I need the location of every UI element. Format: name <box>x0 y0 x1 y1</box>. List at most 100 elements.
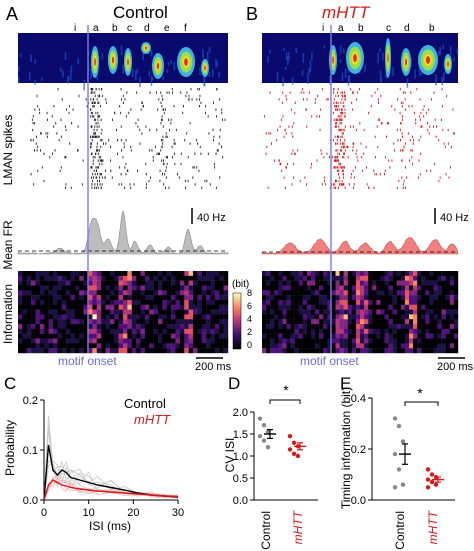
heatmap-cell <box>417 343 422 349</box>
heatmap-cell <box>413 275 418 281</box>
heatmap-cell <box>53 324 58 330</box>
spike-tick <box>337 88 339 91</box>
spike-tick <box>319 128 321 132</box>
spike-tick <box>418 159 420 162</box>
spike-tick <box>334 183 336 186</box>
heatmap-cell <box>441 304 446 310</box>
heatmap-cell <box>61 304 67 310</box>
heatmap-cell <box>355 275 361 281</box>
heatmap-cell <box>429 324 434 330</box>
heatmap-cell <box>26 324 32 330</box>
spike-tick <box>130 186 132 189</box>
heatmap-cell <box>449 333 455 339</box>
heatmap-cell <box>179 338 185 344</box>
heatmap-cell <box>355 299 361 305</box>
heatmap-cell <box>425 295 430 301</box>
heatmap-cell <box>355 338 361 344</box>
spike-tick <box>174 162 176 166</box>
heatmap-cell <box>396 304 402 310</box>
information-heatmap-mhtt <box>262 271 459 354</box>
heatmap-cell <box>306 304 312 310</box>
heatmap-cell <box>404 295 410 301</box>
heatmap-cell <box>262 295 267 301</box>
heatmap-cell <box>35 271 41 277</box>
heatmap-cell <box>48 324 54 330</box>
spike-tick <box>377 118 379 121</box>
heatmap-cell <box>197 314 202 320</box>
spike-tick <box>336 169 338 172</box>
spike-tick <box>359 88 360 91</box>
heatmap-cell <box>149 328 154 334</box>
heatmap-cell <box>445 348 451 354</box>
heatmap-cell <box>127 328 132 334</box>
spike-tick <box>161 118 163 121</box>
heatmap-cell <box>101 290 106 296</box>
heatmap-cell <box>101 295 106 301</box>
heatmap-cell <box>351 314 357 320</box>
heatmap-cell <box>101 328 106 334</box>
spectrogram-control <box>18 33 228 91</box>
spike-tick <box>341 179 343 183</box>
heatmap-cell <box>188 299 194 305</box>
spike-tick <box>161 139 162 142</box>
heatmap-cell <box>193 275 198 281</box>
heatmap-cell <box>262 338 267 344</box>
heatmap-cell <box>53 271 58 277</box>
heatmap-cell <box>171 328 176 334</box>
heatmap-cell <box>294 285 299 291</box>
heatmap-cell <box>158 275 163 281</box>
heatmap-cell <box>282 275 287 281</box>
heatmap-cell <box>421 348 426 354</box>
heatmap-cell <box>453 319 459 325</box>
heatmap-cell <box>101 280 106 286</box>
heatmap-cell <box>66 314 71 320</box>
heatmap-cell <box>343 299 348 305</box>
spike-tick <box>293 176 294 179</box>
heatmap-cell <box>193 328 198 334</box>
spike-tick <box>40 149 41 152</box>
heatmap-cell <box>153 309 159 315</box>
heatmap-cell <box>74 314 80 320</box>
heatmap-cell <box>384 304 389 310</box>
heatmap-cell <box>429 285 434 291</box>
heatmap-cell <box>214 280 220 286</box>
spectrogram-mhtt <box>262 33 459 88</box>
heatmap-cell <box>449 271 455 277</box>
heatmap-cell <box>372 333 377 339</box>
spike-tick <box>94 173 96 176</box>
heatmap-cell <box>262 343 267 349</box>
heatmap-cell <box>114 343 119 349</box>
heatmap-cell <box>417 295 422 301</box>
spike-tick <box>399 128 401 132</box>
spike-tick <box>99 183 101 186</box>
heatmap-cell <box>376 348 381 354</box>
heatmap-cell <box>74 299 80 305</box>
heatmap-cell <box>347 348 353 354</box>
heatmap-cell <box>201 314 207 320</box>
heatmap-cell <box>201 271 207 277</box>
heatmap-cell <box>70 295 76 301</box>
spike-tick <box>403 91 404 94</box>
heatmap-cell <box>425 333 430 339</box>
heatmap-cell <box>360 290 365 296</box>
heatmap-cell <box>39 285 45 291</box>
spike-tick <box>145 173 147 176</box>
heatmap-cell <box>35 319 41 325</box>
heatmap-cell <box>123 280 128 286</box>
heatmap-cell <box>179 275 185 281</box>
heatmap-cell <box>105 328 111 334</box>
heatmap-cell <box>74 304 80 310</box>
heatmap-cell <box>101 271 106 277</box>
spike-tick <box>214 166 215 169</box>
heatmap-cell <box>266 304 271 310</box>
spike-tick <box>168 91 170 94</box>
heatmap-cell <box>437 324 442 330</box>
heatmap-cell <box>351 338 357 344</box>
heatmap-cell <box>286 295 291 301</box>
heatmap-cell <box>123 348 128 354</box>
heatmap-cell <box>302 285 308 291</box>
heatmap-cell <box>57 319 62 325</box>
heatmap-cell <box>425 319 430 325</box>
heatmap-cell <box>166 333 172 339</box>
spike-tick <box>340 101 342 104</box>
